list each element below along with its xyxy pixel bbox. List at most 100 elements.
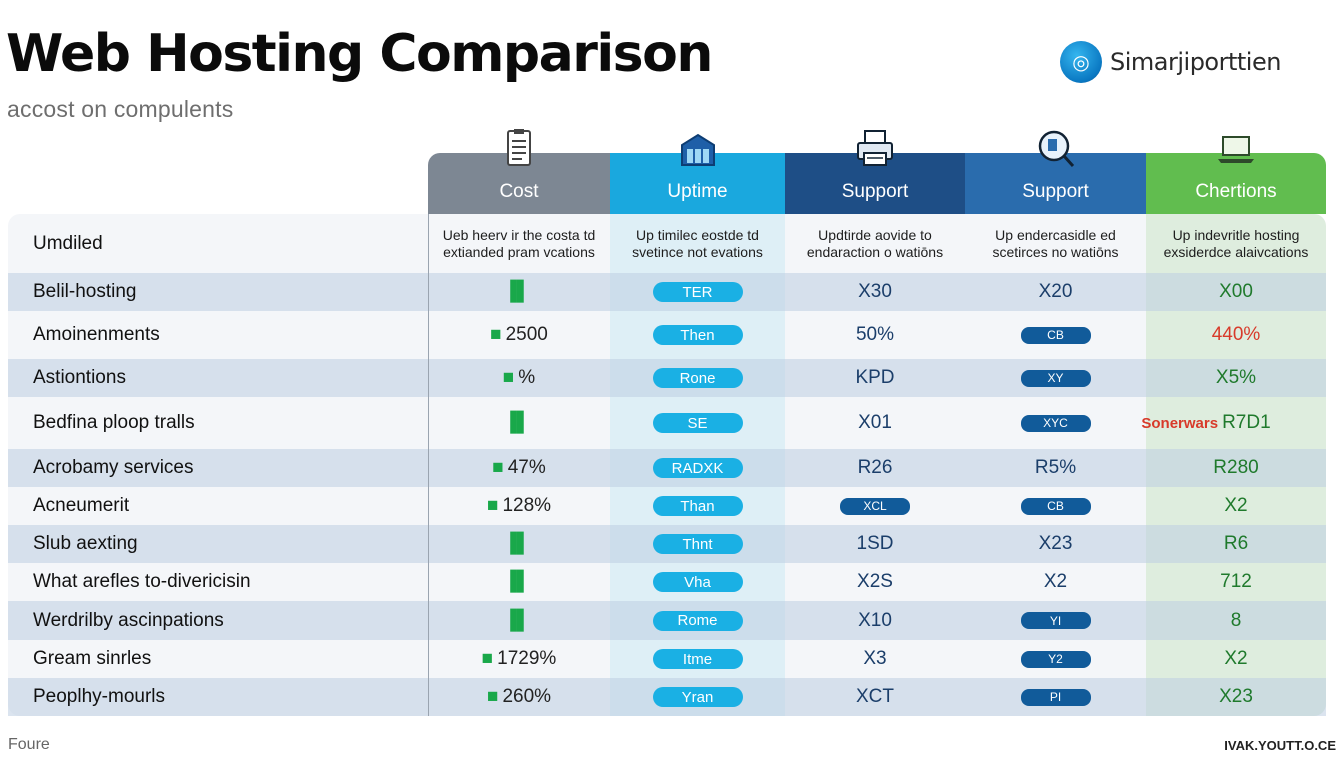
feature-label: Werdrilby ascinpations	[33, 601, 224, 640]
footer-url: IVAK.YOUTT.O.CE	[1224, 738, 1336, 753]
column-label: Support	[841, 181, 909, 202]
certifications-cell: R6	[1146, 525, 1326, 563]
certifications-cell: Sonerwars R7D1	[1141, 397, 1326, 449]
table-row: Peoplhy-mourls ■ 260% Yran XCT PI X23	[8, 678, 1326, 716]
feature-text: Acneumerit	[33, 495, 130, 516]
bar-chart-icon: ▐▌	[503, 412, 531, 433]
support-cell: X10	[785, 601, 965, 640]
support-cell: X2S	[785, 563, 965, 601]
support-value: XCT	[856, 686, 894, 707]
support2-value: Y2	[1020, 650, 1091, 668]
feature-label: Peoplhy-mourls	[33, 678, 165, 716]
uptime-cell: Rome	[610, 601, 785, 640]
support2-cell: YI	[965, 601, 1146, 640]
table-row: Gream sinrles ■ 1729% Itme X3 Y2 X2	[8, 640, 1326, 678]
feature-label: Amoinenments	[33, 311, 160, 359]
brand-name: Simarjiporttien	[1110, 48, 1281, 76]
support-cell: X3	[785, 640, 965, 678]
page-subtitle: accost on compulents	[7, 96, 234, 122]
bar-chart-icon: ▐▌	[503, 533, 531, 554]
uptime-cell: Rone	[610, 359, 785, 397]
support2-value: YI	[1020, 612, 1091, 629]
magnifier-icon	[1038, 130, 1074, 168]
support2-cell: XY	[965, 359, 1146, 397]
support-value: X30	[858, 281, 892, 302]
dollar-icon: ■	[490, 324, 502, 345]
column-header-support-2: Support	[965, 130, 1146, 214]
uptime-pill: Thnt	[652, 534, 743, 554]
uptime-pill: Rone	[652, 368, 743, 388]
support2-cell: CB	[965, 487, 1146, 525]
support2-cell: X23	[965, 525, 1146, 563]
feature-text: Gream sinrles	[33, 648, 152, 669]
feature-text: What arefles to-divericisin	[33, 571, 251, 592]
support2-cell: CB	[965, 311, 1146, 359]
feature-text: Bedfina ploop tralls	[33, 412, 195, 433]
dollar-icon: ■	[486, 495, 499, 516]
column-label: Cost	[499, 181, 539, 202]
support2-cell: PI	[965, 678, 1146, 716]
feature-text: Belil-hosting	[33, 281, 137, 302]
uptime-pill: Vha	[652, 572, 743, 592]
support-cell: 50%	[785, 311, 965, 359]
certifications-cell: 8	[1146, 601, 1326, 640]
uptime-pill: Than	[652, 496, 743, 516]
column-header-cost: Cost	[428, 129, 610, 214]
support2-cell: X20	[965, 273, 1146, 311]
support2-value: PI	[1020, 688, 1091, 706]
footer-source: Foure	[8, 736, 50, 753]
cost-cell: ■ 2500	[428, 311, 610, 359]
table-row: Belil-hosting ▐▌ TER X30 X20 X00	[8, 273, 1326, 311]
brand: ◎ Simarjiporttien	[1060, 40, 1281, 84]
table-row: Bedfina ploop tralls ▐▌ SE X01 XYC Sonerwars R…	[8, 397, 1326, 449]
column-header-certifications: Chertions	[1146, 136, 1326, 214]
uptime-pill: RADXK	[652, 458, 743, 478]
column-label: Uptime	[667, 181, 728, 202]
cost-value: 2500	[505, 324, 548, 345]
support-cell: R26	[785, 449, 965, 487]
cert-prefix: Sonerwars	[1141, 414, 1219, 432]
certifications-cell: R280	[1146, 449, 1326, 487]
bar-chart-icon: ▐▌	[503, 609, 531, 631]
dollar-icon: ■	[492, 457, 504, 478]
cert-value: R280	[1213, 457, 1259, 478]
support-value: 50%	[855, 324, 895, 345]
cert-value: 8	[1230, 609, 1242, 631]
cost-cell: ■%	[428, 359, 610, 397]
dollar-icon: ■	[481, 648, 494, 669]
cost-value: 1729%	[497, 648, 557, 669]
cost-cell: ▐▌	[428, 563, 610, 601]
column-divider	[428, 214, 429, 716]
cert-value: R6	[1223, 533, 1249, 554]
support-value: X01	[858, 412, 892, 433]
feature-text: Peoplhy-mourls	[33, 686, 165, 707]
uptime-cell: Than	[610, 487, 785, 525]
clipboard-icon	[507, 129, 531, 166]
table-row: What arefles to-divericisin ▐▌ Vha X2S X2 712	[8, 563, 1326, 601]
uptime-cell: SE	[610, 397, 785, 449]
support2-value: CB	[1020, 497, 1091, 515]
table-row: Acrobamy services ■ 47% RADXK R26 R5% R280	[8, 449, 1326, 487]
cert-value: X00	[1219, 281, 1253, 302]
uptime-pill: SE	[652, 413, 743, 433]
support2-value: XYC	[1020, 414, 1091, 432]
support2-value: X20	[1038, 281, 1073, 302]
column-header-support: Support	[785, 130, 965, 214]
support-value: X3	[863, 648, 887, 669]
dollar-icon: ■	[502, 367, 515, 388]
feature-label: Bedfina ploop tralls	[33, 397, 195, 449]
table-row: Werdrilby ascinpations ▐▌ Rome X10 YI 8	[8, 601, 1326, 640]
support2-cell: XYC	[965, 397, 1146, 449]
description-cell: Up endercasidle ed scetirces no watiōns	[992, 226, 1119, 260]
uptime-pill: Then	[652, 325, 743, 345]
uptime-pill: Itme	[652, 649, 743, 669]
uptime-cell: TER	[610, 273, 785, 311]
cost-value: 128%	[502, 495, 552, 516]
feature-text: Amoinenments	[33, 324, 160, 345]
support-cell: X30	[785, 273, 965, 311]
uptime-cell: Vha	[610, 563, 785, 601]
certifications-cell: X00	[1146, 273, 1326, 311]
cost-value: 260%	[502, 686, 552, 707]
uptime-cell: Itme	[610, 640, 785, 678]
cost-cell: ▐▌	[428, 273, 610, 311]
